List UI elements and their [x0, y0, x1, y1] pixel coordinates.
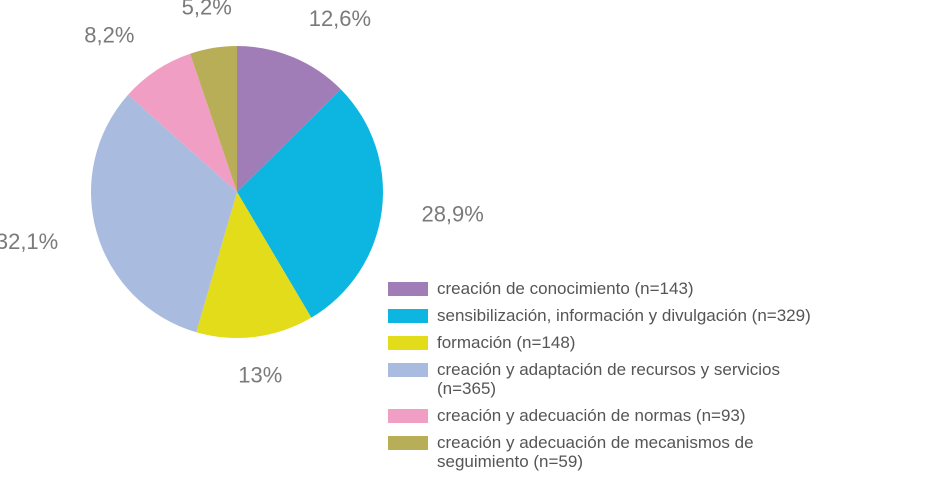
legend-swatch [388, 336, 428, 350]
legend: creación de conocimiento (n=143) sensibil… [388, 279, 948, 471]
value-label: 8,2% [84, 23, 134, 48]
legend-label: creación y adaptación de recursos y serv… [437, 360, 780, 398]
legend-item: creación y adaptación de recursos y serv… [388, 360, 948, 398]
legend-item: formación (n=148) [388, 333, 948, 352]
value-label: 13% [238, 362, 282, 387]
legend-swatch [388, 363, 428, 377]
pie-slice [237, 46, 341, 192]
legend-item: creación de conocimiento (n=143) [388, 279, 948, 298]
legend-label: sensibilización, información y divulgaci… [437, 306, 811, 325]
legend-swatch [388, 409, 428, 423]
pie-slice [190, 46, 237, 192]
value-label: 5,2% [182, 0, 232, 19]
legend-item: creación y adecuación de mecanismos de s… [388, 433, 948, 471]
legend-label: formación (n=148) [437, 333, 576, 352]
pie-slice [237, 89, 384, 318]
pie-slice [128, 53, 237, 192]
pie-slice [90, 94, 237, 333]
legend-label: creación y adecuación de mecanismos de s… [437, 433, 754, 471]
legend-item: sensibilización, información y divulgaci… [388, 306, 948, 325]
legend-swatch [388, 309, 428, 323]
legend-swatch [388, 282, 428, 296]
value-label: 28,9% [421, 202, 483, 227]
value-label: 32,1% [0, 229, 58, 254]
value-label: 12,6% [309, 6, 371, 31]
legend-label: creación y adecuación de normas (n=93) [437, 406, 746, 425]
legend-swatch [388, 436, 428, 450]
pie-slice [196, 192, 312, 338]
legend-label: creación de conocimiento (n=143) [437, 279, 694, 298]
legend-item: creación y adecuación de normas (n=93) [388, 406, 948, 425]
